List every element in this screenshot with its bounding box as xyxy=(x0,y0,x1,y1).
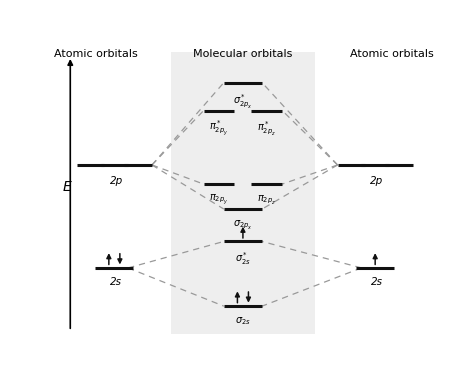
Text: $\sigma^*_{2p_x}$: $\sigma^*_{2p_x}$ xyxy=(233,92,253,110)
Text: Atomic orbitals: Atomic orbitals xyxy=(54,49,138,59)
Text: $\pi^*_{2p_z}$: $\pi^*_{2p_z}$ xyxy=(257,119,276,137)
Text: $\pi^*_{2p_y}$: $\pi^*_{2p_y}$ xyxy=(210,119,229,138)
Bar xyxy=(171,52,315,334)
Text: E: E xyxy=(63,180,72,194)
Text: 2p: 2p xyxy=(109,176,123,186)
Text: $\pi_{2p_z}$: $\pi_{2p_z}$ xyxy=(257,193,276,206)
Text: Molecular orbitals: Molecular orbitals xyxy=(193,49,292,59)
Text: $\sigma^*_{2s}$: $\sigma^*_{2s}$ xyxy=(235,250,251,267)
Text: Atomic orbitals: Atomic orbitals xyxy=(350,49,434,59)
Text: 2s: 2s xyxy=(110,277,122,287)
Text: $\pi_{2p_y}$: $\pi_{2p_y}$ xyxy=(210,193,229,207)
Text: 2s: 2s xyxy=(371,277,383,287)
Text: 2p: 2p xyxy=(370,176,383,186)
Text: $\sigma_{2s}$: $\sigma_{2s}$ xyxy=(235,315,251,327)
Text: $\sigma_{2p_x}$: $\sigma_{2p_x}$ xyxy=(233,218,253,231)
